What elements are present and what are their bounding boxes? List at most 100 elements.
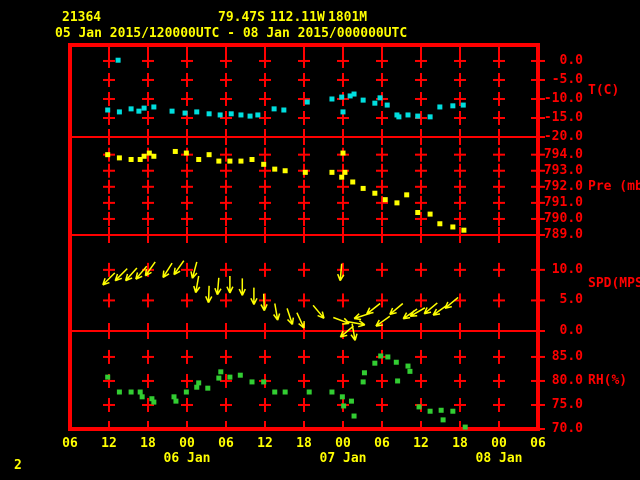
temperature-points-marker xyxy=(281,107,287,113)
pressure-points-marker xyxy=(282,168,288,174)
humidity-points-marker xyxy=(249,379,255,385)
temperature-points-marker xyxy=(340,109,346,115)
humidity-points-marker xyxy=(171,394,177,400)
station-id: 21364 xyxy=(62,10,102,25)
humidity-points-marker xyxy=(139,394,145,400)
wind-barb xyxy=(173,260,185,276)
relative_humidity-tick-label: 85.0 xyxy=(551,349,583,364)
wind-barb xyxy=(124,267,138,282)
temperature-points-marker xyxy=(238,112,244,118)
wind-speed-unit-label: SPD(MPS) xyxy=(588,276,640,291)
temperature-points-marker xyxy=(136,108,142,114)
wind-barb xyxy=(423,302,438,315)
pressure-points-marker xyxy=(342,169,348,175)
pressure-points-marker xyxy=(137,156,143,162)
x-hour-tick-label: 12 xyxy=(101,436,117,451)
x-hour-tick-label: 06 xyxy=(62,436,78,451)
relative_humidity-tick-label: 80.0 xyxy=(551,373,583,388)
pressure-points-marker xyxy=(238,158,244,164)
wind-barb xyxy=(432,304,448,316)
humidity-points-marker xyxy=(361,370,367,376)
wind-barb xyxy=(366,302,381,315)
wind-barb xyxy=(162,262,173,279)
temperature-points-marker xyxy=(194,109,200,115)
pressure-points-marker xyxy=(350,179,356,185)
temperature-points-marker xyxy=(329,96,335,102)
humidity-points-marker xyxy=(261,379,267,385)
temperature-points-marker xyxy=(351,91,357,97)
temperature-points-marker xyxy=(377,95,383,101)
pressure-points-marker xyxy=(128,156,134,162)
station-longitude: 112.11W xyxy=(270,10,325,25)
humidity-points-marker xyxy=(173,398,179,404)
temperature-tick-label: 0.0 xyxy=(559,53,583,68)
pressure-points-marker xyxy=(227,158,233,164)
wind-barb xyxy=(205,285,213,304)
pressure-points-marker xyxy=(427,211,433,217)
humidity-points xyxy=(105,353,468,430)
pressure-points-marker xyxy=(172,148,178,154)
humidity-points-marker xyxy=(339,394,345,400)
pressure-points-marker xyxy=(404,192,410,198)
time-range-title: 05 Jan 2015/120000UTC - 08 Jan 2015/0000… xyxy=(55,26,408,41)
pressure-points-marker xyxy=(151,153,157,159)
wind-barb xyxy=(402,308,418,320)
humidity-unit-label: RH(%) xyxy=(588,373,628,388)
wind-barb xyxy=(389,302,404,316)
station-latitude: 79.47S xyxy=(218,10,265,25)
pressure-points-marker xyxy=(461,227,467,233)
temperature-points-marker xyxy=(437,104,443,110)
x-hour-tick-label: 06 xyxy=(218,436,234,451)
pressure-points-marker xyxy=(450,224,456,230)
humidity-points-marker xyxy=(378,353,384,359)
pressure-points-marker xyxy=(105,152,111,158)
humidity-points-marker xyxy=(183,389,189,395)
plot-frame xyxy=(68,43,540,431)
pressure-tick-label: 792.0 xyxy=(543,179,583,194)
wind_speed-tick-label: 0.0 xyxy=(559,323,583,338)
temperature-points-marker xyxy=(360,97,366,103)
wind-barb xyxy=(444,296,459,310)
x-hour-tick-label: 06 xyxy=(374,436,390,451)
temperature-points-marker xyxy=(405,112,411,118)
temperature-points-marker xyxy=(384,102,390,108)
wind-barb xyxy=(333,316,350,325)
temperature-points-marker xyxy=(415,113,421,119)
temperature-points-marker xyxy=(255,112,261,118)
humidity-points-marker xyxy=(306,389,312,395)
humidity-points-marker xyxy=(137,389,143,395)
wind-barb xyxy=(312,304,325,319)
temperature-tick-label: -10.0 xyxy=(543,91,583,106)
humidity-points-marker xyxy=(360,379,366,385)
temperature-points-marker xyxy=(128,106,134,112)
temperature-points-marker xyxy=(304,99,310,105)
pressure-points-marker xyxy=(146,150,152,156)
pressure-points-marker xyxy=(196,156,202,162)
humidity-points-marker xyxy=(329,389,335,395)
x-hour-tick-label: 12 xyxy=(257,436,273,451)
temperature-points-marker xyxy=(427,114,433,120)
humidity-points-marker xyxy=(348,398,354,404)
wind-barb xyxy=(336,263,345,282)
wind_speed-tick-label: 10.0 xyxy=(551,262,583,277)
humidity-points-marker xyxy=(450,408,456,414)
wind-barb xyxy=(350,323,358,341)
x-hour-tick-label: 00 xyxy=(335,436,351,451)
temperature-points-marker xyxy=(105,107,111,113)
humidity-points-marker xyxy=(462,424,468,430)
temperature-points-marker xyxy=(206,111,212,117)
pressure-points-marker xyxy=(339,174,345,180)
wind-barbs xyxy=(102,260,459,341)
humidity-points-marker xyxy=(282,389,288,395)
wind-barb xyxy=(286,308,295,326)
temperature-points-marker xyxy=(182,110,188,116)
wind-barb xyxy=(375,315,391,327)
humidity-points-marker xyxy=(105,374,111,380)
temperature-tick-label: -20.0 xyxy=(543,129,583,144)
station-elevation: 1801M xyxy=(328,10,368,25)
wind-barb xyxy=(409,307,426,318)
x-hour-tick-label: 06 xyxy=(530,436,546,451)
pressure-tick-label: 790.0 xyxy=(543,211,583,226)
pressure-tick-label: 794.0 xyxy=(543,147,583,162)
